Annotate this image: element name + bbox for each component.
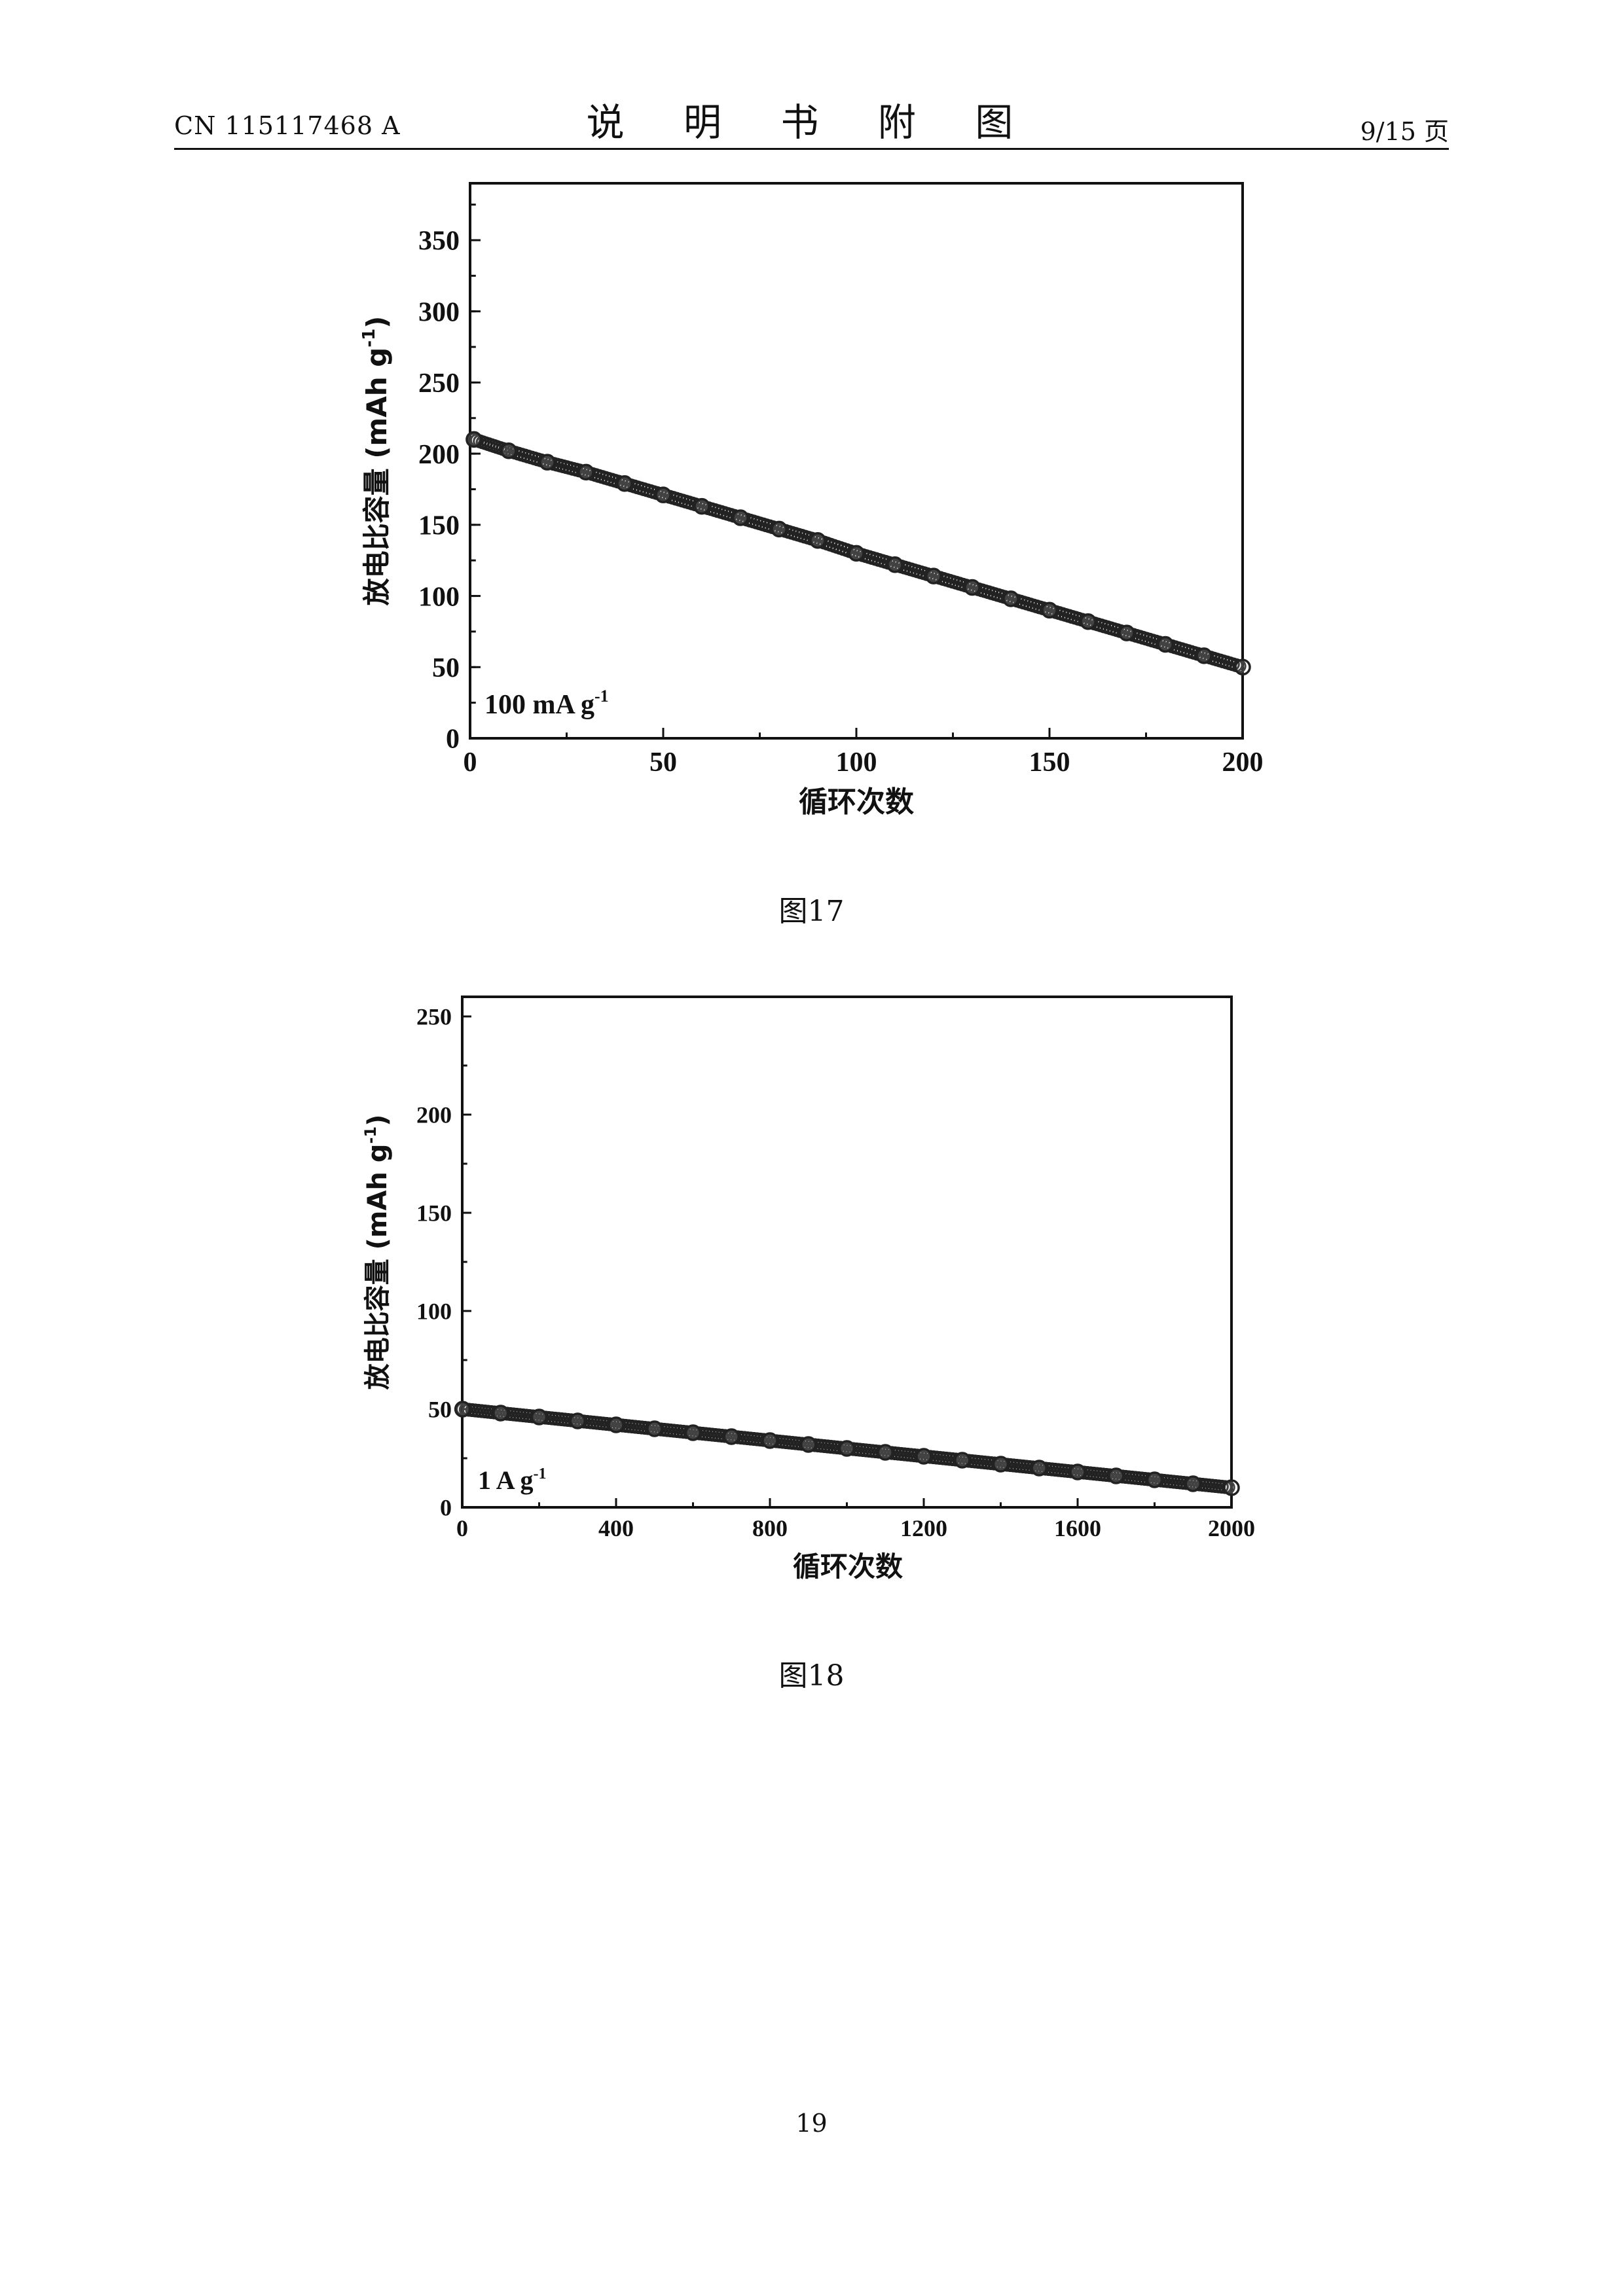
- data-point: [646, 1420, 663, 1437]
- data-point: [838, 1440, 856, 1457]
- x-tick-label: 1200: [900, 1515, 947, 1541]
- data-point: [1157, 636, 1174, 653]
- current-density-annotation: 100 mA g-1: [484, 687, 609, 720]
- section-title: 说 明 书 附 图: [586, 100, 1037, 145]
- x-tick-label: 0: [464, 747, 477, 778]
- chart-fig18: 0 400 800 1200 1600 2000 0 50 100 150 200 250 循环次数…: [361, 996, 1255, 1583]
- data-point: [492, 1405, 509, 1422]
- data-point: [877, 1444, 894, 1461]
- y-axis-label: 放电比容量 (mAh g-1): [361, 1115, 393, 1390]
- x-tick-label: 400: [598, 1515, 634, 1541]
- data-series: [465, 431, 1251, 676]
- y-axis: 0 50 100 150 200 250 300 350: [418, 204, 481, 755]
- data-point: [848, 545, 865, 562]
- y-tick-label: 50: [432, 653, 460, 683]
- y-tick-label: 100: [416, 1299, 452, 1325]
- x-axis-label: 循环次数: [799, 785, 914, 819]
- data-point: [992, 1456, 1010, 1473]
- y-axis: 0 50 100 150 200 250: [416, 1004, 471, 1521]
- y-tick-label: 150: [416, 1200, 452, 1227]
- y-tick-label: 350: [418, 226, 460, 257]
- plot-frame: [469, 182, 1244, 740]
- data-point: [1184, 1475, 1201, 1492]
- y-tick-label: 50: [428, 1397, 452, 1423]
- data-point: [1030, 1460, 1048, 1477]
- data-point: [1146, 1471, 1163, 1488]
- figure-caption: 图17: [778, 895, 845, 928]
- data-point: [761, 1432, 778, 1449]
- x-tick-label: 800: [752, 1515, 788, 1541]
- y-tick-label: 250: [418, 368, 460, 399]
- header-divider: [174, 148, 1449, 150]
- data-point: [809, 532, 826, 549]
- data-point: [1002, 590, 1019, 607]
- page-number: 19: [795, 2109, 828, 2138]
- data-point: [500, 442, 517, 459]
- data-point: [1223, 1479, 1240, 1496]
- data-point: [530, 1408, 548, 1426]
- data-point: [577, 463, 594, 481]
- plot-frame: [461, 996, 1233, 1509]
- x-axis-label: 循环次数: [793, 1551, 903, 1583]
- data-point: [569, 1412, 586, 1429]
- y-tick-label: 300: [418, 297, 460, 327]
- figure-caption: 图18: [778, 1659, 845, 1693]
- data-point: [954, 1452, 971, 1469]
- y-tick-label: 0: [446, 725, 460, 755]
- data-point: [771, 520, 788, 538]
- data-point: [616, 475, 633, 492]
- data-point: [800, 1436, 817, 1453]
- y-tick-label: 200: [418, 440, 460, 470]
- data-point: [1041, 601, 1058, 619]
- y-axis-label: 放电比容量 (mAh g-1): [359, 316, 393, 606]
- data-point: [1234, 658, 1251, 676]
- x-axis: 0 400 800 1200 1600 2000: [456, 1498, 1255, 1541]
- x-tick-label: 100: [836, 747, 877, 778]
- data-point: [1108, 1467, 1125, 1484]
- data-point: [454, 1401, 471, 1418]
- y-tick-label: 0: [440, 1495, 452, 1521]
- data-point: [1118, 624, 1135, 641]
- data-series: [454, 1401, 1240, 1496]
- data-point: [915, 1448, 932, 1465]
- data-point: [723, 1428, 740, 1445]
- y-tick-label: 250: [416, 1004, 452, 1030]
- data-point: [693, 497, 710, 515]
- x-tick-label: 2000: [1208, 1515, 1255, 1541]
- data-point: [886, 556, 903, 573]
- page-count: 9/15 页: [1360, 117, 1449, 146]
- data-point: [1195, 647, 1213, 664]
- data-point: [539, 454, 556, 471]
- x-tick-label: 0: [456, 1515, 468, 1541]
- data-point: [655, 486, 672, 503]
- x-tick-label: 1600: [1054, 1515, 1101, 1541]
- data-point: [465, 431, 483, 448]
- y-tick-label: 200: [416, 1102, 452, 1128]
- data-point: [684, 1424, 702, 1441]
- data-point: [1069, 1463, 1086, 1480]
- data-point: [925, 567, 942, 584]
- document-number: CN 115117468 A: [174, 111, 401, 140]
- x-tick-label: 150: [1029, 747, 1070, 778]
- x-axis: 0 50 100 150 200: [464, 728, 1264, 778]
- current-density-annotation: 1 A g-1: [478, 1465, 546, 1495]
- y-tick-label: 100: [418, 582, 460, 612]
- data-point: [608, 1416, 625, 1433]
- x-tick-label: 50: [649, 747, 677, 778]
- x-tick-label: 200: [1222, 747, 1264, 778]
- data-point: [964, 579, 981, 596]
- data-point: [1080, 613, 1097, 630]
- data-point: [732, 509, 749, 526]
- y-tick-label: 150: [418, 511, 460, 541]
